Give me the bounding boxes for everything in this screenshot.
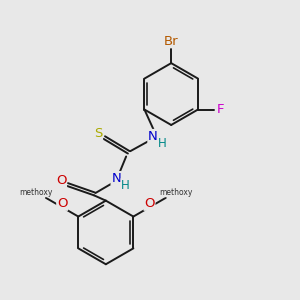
Text: N: N (148, 130, 158, 143)
Text: S: S (94, 127, 102, 140)
Text: methoxy: methoxy (20, 188, 53, 197)
Text: O: O (144, 197, 155, 210)
Text: H: H (121, 179, 130, 192)
Text: methoxy: methoxy (159, 188, 192, 197)
Text: Br: Br (164, 34, 178, 48)
Text: O: O (57, 197, 68, 210)
Text: O: O (56, 174, 66, 187)
Text: N: N (111, 172, 121, 185)
Text: H: H (158, 137, 167, 150)
Text: F: F (217, 103, 224, 116)
